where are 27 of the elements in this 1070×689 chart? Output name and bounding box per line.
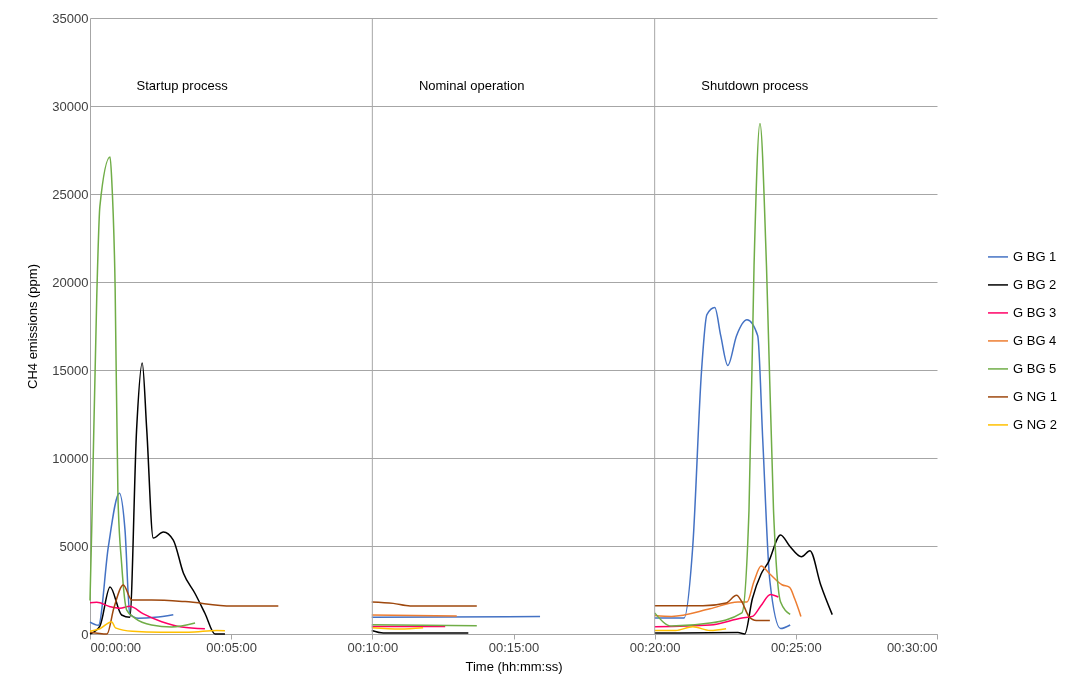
legend-label: G BG 5 — [1013, 360, 1057, 376]
y-tick-label: 0 — [81, 626, 89, 642]
annotation: Nominal operation — [418, 78, 525, 93]
legend-label: G BG 2 — [1013, 276, 1057, 292]
legend-label: G NG 2 — [1013, 416, 1058, 432]
x-tick-label: 00:20:00 — [629, 639, 681, 655]
y-tick-label: 35000 — [52, 10, 89, 26]
legend-label: G BG 1 — [1013, 248, 1057, 264]
x-axis-title: Time (hh:mm:ss) — [465, 658, 563, 674]
x-tick-label: 00:00:00 — [90, 639, 142, 655]
y-axis-title: CH4 emissions (ppm) — [25, 264, 41, 389]
y-tick-label: 10000 — [52, 450, 89, 466]
y-tick-label: 5000 — [59, 538, 89, 554]
x-tick-label: 00:10:00 — [347, 639, 399, 655]
y-tick-label: 20000 — [52, 274, 89, 290]
x-tick-label: 00:25:00 — [771, 639, 822, 655]
x-tick-label: 00:15:00 — [488, 639, 540, 655]
legend-label: G BG 4 — [1013, 332, 1057, 348]
annotation: Startup process — [136, 78, 229, 93]
annotation: Shutdown process — [701, 78, 809, 93]
y-tick-label: 30000 — [52, 98, 89, 114]
x-tick-label: 00:05:00 — [206, 639, 257, 655]
y-tick-label: 15000 — [52, 362, 89, 378]
legend-label: G NG 1 — [1013, 388, 1058, 404]
y-tick-label: 25000 — [52, 186, 89, 202]
legend-label: G BG 3 — [1013, 304, 1057, 320]
x-tick-label: 00:30:00 — [886, 639, 938, 655]
